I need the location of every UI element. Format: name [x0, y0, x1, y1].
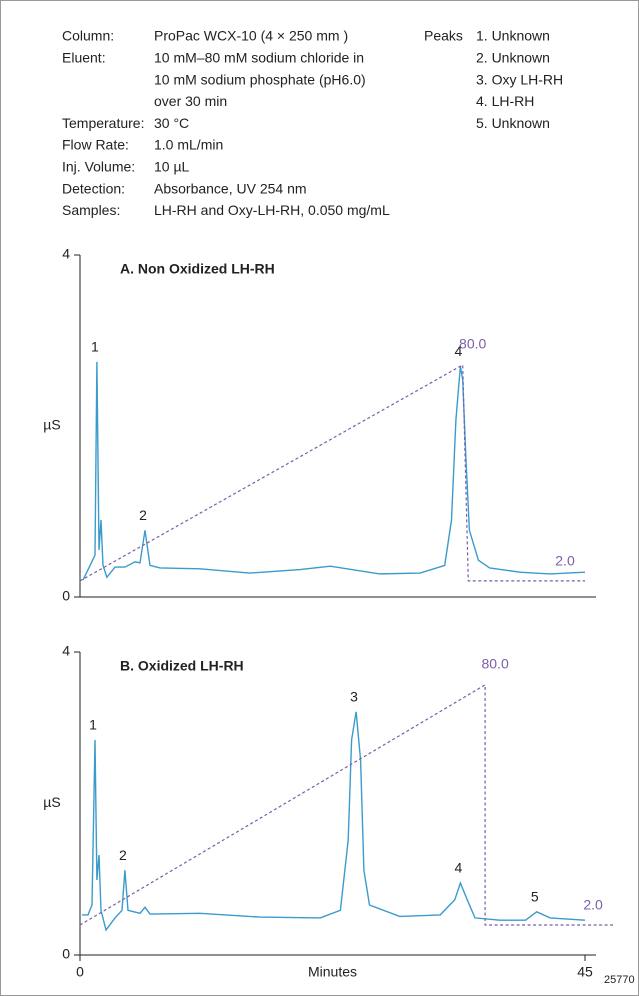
y-axis-label: µS [43, 417, 60, 433]
condition-value: Absorbance, UV 254 nm [154, 180, 307, 196]
peak-item: 2. Unknown [476, 50, 550, 66]
condition-label: Detection: [62, 180, 125, 196]
peak-item: 1. Unknown [476, 28, 550, 44]
condition-value: 30 °C [154, 115, 189, 131]
y-tick-label: 0 [62, 946, 70, 962]
peak-label: 1 [91, 339, 99, 355]
y-tick-label: 4 [62, 643, 70, 659]
gradient-line [79, 363, 585, 582]
peak-label: 1 [89, 717, 97, 733]
condition-value: over 30 min [154, 93, 227, 109]
condition-value: ProPac WCX-10 (4 × 250 mm ) [154, 28, 348, 44]
value-label: 2.0 [555, 553, 575, 569]
chart-title: A. Non Oxidized LH-RH [120, 261, 275, 277]
peak-item: 3. Oxy LH-RH [476, 71, 563, 87]
peak-item: 5. Unknown [476, 115, 550, 131]
condition-label: Temperature: [62, 115, 144, 131]
peak-label: 2 [139, 507, 147, 523]
peaks-label: Peaks [424, 28, 463, 44]
x-tick-label: 45 [577, 964, 593, 980]
peak-label: 4 [455, 343, 463, 359]
trace [82, 711, 586, 932]
y-axis-label: µS [43, 794, 60, 810]
peak-label: 5 [531, 889, 539, 905]
trace [82, 361, 586, 581]
peak-label: 2 [119, 847, 127, 863]
peak-label: 4 [455, 860, 463, 876]
condition-value: 1.0 mL/min [154, 137, 223, 153]
condition-value: 10 mM–80 mM sodium chloride in [154, 50, 364, 66]
figure-id: 25770 [604, 974, 635, 986]
condition-label: Column: [62, 28, 114, 44]
chart-title: B. Oxidized LH-RH [120, 658, 244, 674]
gradient-line [79, 683, 614, 926]
condition-value: 10 mM sodium phosphate (pH6.0) [154, 71, 366, 87]
peak-item: 4. LH-RH [476, 93, 534, 109]
value-label: 2.0 [583, 897, 603, 913]
value-label: 80.0 [459, 336, 486, 352]
x-tick-label: 0 [76, 964, 84, 980]
condition-value: 10 µL [154, 159, 190, 175]
y-tick-label: 0 [62, 588, 70, 604]
condition-label: Inj. Volume: [62, 159, 135, 175]
condition-label: Flow Rate: [62, 137, 129, 153]
x-axis-label: Minutes [308, 964, 357, 980]
condition-value: LH-RH and Oxy-LH-RH, 0.050 mg/mL [154, 202, 390, 218]
peak-label: 3 [350, 689, 358, 705]
condition-label: Samples: [62, 202, 120, 218]
y-tick-label: 4 [62, 246, 70, 262]
value-label: 80.0 [481, 656, 508, 672]
condition-label: Eluent: [62, 50, 106, 66]
